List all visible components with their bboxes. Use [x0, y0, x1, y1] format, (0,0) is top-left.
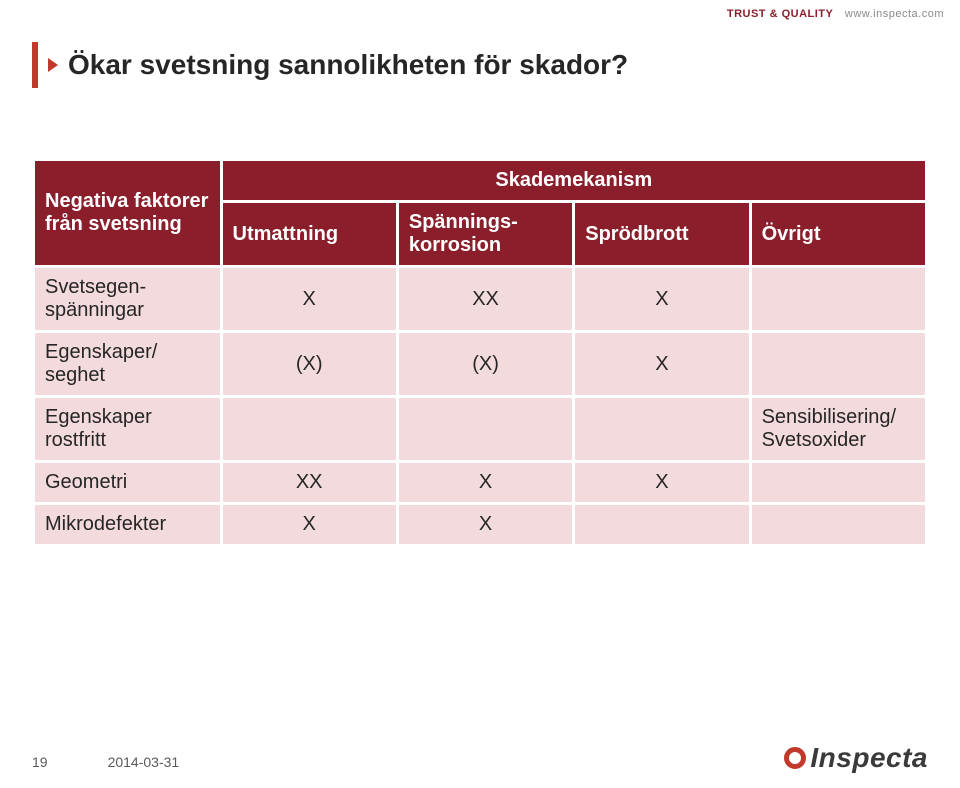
col-utmattning: Utmattning	[221, 202, 397, 267]
page-title: Ökar svetsning sannolikheten för skador?	[68, 49, 628, 81]
cell	[750, 462, 926, 504]
cell: X	[574, 332, 750, 397]
cell: X	[221, 267, 397, 332]
damage-table: Negativa faktorer från svetsning Skademe…	[32, 158, 928, 547]
row-label: Egenskaper rostfritt	[34, 397, 222, 462]
accent-arrow-icon	[48, 58, 58, 72]
cell: XX	[397, 267, 573, 332]
cell: (X)	[221, 332, 397, 397]
cell: X	[221, 504, 397, 546]
cell: X	[574, 462, 750, 504]
cell: XX	[221, 462, 397, 504]
header-top-left: Negativa faktorer från svetsning	[34, 160, 222, 267]
footer: 19 2014-03-31	[32, 754, 179, 770]
col-spanningskorrosion: Spännings- korrosion	[397, 202, 573, 267]
cell: X	[397, 462, 573, 504]
site-url: www.inspecta.com	[845, 8, 944, 20]
cell	[750, 267, 926, 332]
cell: Sensibilisering/ Svetsoxider	[750, 397, 926, 462]
accent-bar-icon	[32, 42, 38, 88]
col-sprodbrott: Sprödbrott	[574, 202, 750, 267]
footer-date: 2014-03-31	[108, 754, 180, 770]
row-label: Mikrodefekter	[34, 504, 222, 546]
row-label: Egenskaper/ seghet	[34, 332, 222, 397]
header-top: TRUST & QUALITY www.inspecta.com	[727, 8, 944, 20]
cell	[750, 504, 926, 546]
cell	[574, 397, 750, 462]
cell	[750, 332, 926, 397]
cell	[574, 504, 750, 546]
table-row: Geometri XX X X	[34, 462, 927, 504]
table-row: Mikrodefekter X X	[34, 504, 927, 546]
brand-text: Inspecta	[810, 742, 928, 774]
row-label: Svetsegen- spänningar	[34, 267, 222, 332]
cell: X	[574, 267, 750, 332]
table-row: Egenskaper/ seghet (X) (X) X	[34, 332, 927, 397]
brand-logo: Inspecta	[784, 742, 928, 774]
cell	[221, 397, 397, 462]
header-mechanism: Skademekanism	[221, 160, 926, 202]
slide-container: TRUST & QUALITY www.inspecta.com Ökar sv…	[0, 0, 960, 788]
page-number: 19	[32, 754, 48, 770]
cell	[397, 397, 573, 462]
table-row: Egenskaper rostfritt Sensibilisering/ Sv…	[34, 397, 927, 462]
cell: (X)	[397, 332, 573, 397]
cell: X	[397, 504, 573, 546]
title-row: Ökar svetsning sannolikheten för skador?	[32, 42, 928, 88]
table-header-row-1: Negativa faktorer från svetsning Skademe…	[34, 160, 927, 202]
col-ovrigt: Övrigt	[750, 202, 926, 267]
row-label: Geometri	[34, 462, 222, 504]
trust-quality-label: TRUST & QUALITY	[727, 8, 834, 20]
table-row: Svetsegen- spänningar X XX X	[34, 267, 927, 332]
logo-circle-icon	[784, 747, 806, 769]
